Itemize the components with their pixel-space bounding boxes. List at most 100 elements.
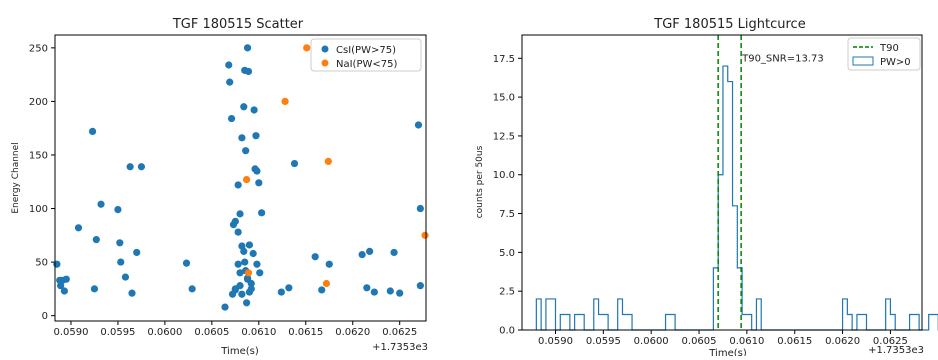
csi-point	[414, 121, 423, 129]
scatter-x-tick-label: 0.0625	[382, 327, 417, 338]
scatter-x-tick-label: 0.0600	[147, 327, 182, 338]
nai-point	[243, 176, 251, 184]
lightcurve-x-tick-label: 0.0615	[777, 336, 812, 347]
csi-point	[243, 274, 252, 282]
lightcurve-x-offset: +1.7353e3	[868, 345, 924, 356]
scatter-x-offset: +1.7353e3	[372, 342, 428, 353]
csi-point	[253, 260, 261, 268]
lightcurve-histogram	[535, 65, 938, 331]
lightcurve-x-tick-label: 0.0610	[729, 336, 764, 347]
nai-point	[324, 157, 332, 165]
csi-point	[221, 303, 229, 311]
scatter-y-tick-label: 100	[29, 204, 48, 215]
csi-point	[236, 269, 244, 277]
scatter-y-tick-label: 0	[42, 311, 48, 322]
lightcurve-y-tick-label: 7.5	[499, 209, 515, 220]
csi-point	[242, 147, 250, 155]
csi-point	[225, 61, 233, 69]
csi-point	[277, 288, 285, 296]
csi-point	[258, 209, 266, 217]
csi-point	[243, 44, 252, 52]
csi-point	[236, 282, 244, 290]
csi-point	[238, 290, 246, 298]
csi-point	[247, 279, 255, 288]
scatter-axes-frame	[54, 34, 427, 322]
csi-point	[234, 228, 242, 236]
csi-point	[188, 285, 196, 293]
csi-point	[311, 253, 319, 261]
csi-point	[386, 287, 394, 295]
csi-point	[249, 249, 257, 258]
csi-point	[62, 275, 70, 283]
csi-point	[255, 179, 263, 187]
scatter-x-tick-label: 0.0590	[53, 327, 88, 338]
csi-point	[416, 282, 424, 290]
csi-point	[137, 163, 146, 171]
legend-pw-label: PW>0	[880, 57, 911, 68]
csi-point	[227, 114, 236, 123]
lightcurve-legend-box	[847, 37, 921, 71]
scatter-x-tick-label: 0.0610	[241, 327, 276, 338]
csi-point	[117, 258, 125, 266]
scatter-x-tick-label: 0.0595	[100, 327, 135, 338]
csi-point	[126, 163, 134, 171]
lightcurve-y-tick-label: 2.5	[499, 287, 515, 298]
legend-pw-marker	[852, 56, 874, 66]
csi-point	[116, 239, 124, 247]
csi-point	[370, 288, 378, 296]
csi-point	[74, 224, 83, 232]
csi-point	[92, 235, 100, 244]
csi-point	[290, 159, 299, 168]
csi-point	[256, 269, 264, 277]
lightcurve-x-tick-label: 0.0600	[634, 336, 669, 347]
legend-t90-label: T90	[879, 43, 899, 54]
csi-point	[363, 284, 371, 292]
scatter-x-tick-label: 0.0605	[194, 327, 229, 338]
nai-point	[281, 97, 289, 106]
csi-point	[241, 258, 249, 266]
scatter-y-tick-label: 250	[29, 43, 48, 54]
csi-point	[247, 285, 255, 293]
lightcurve-y-label: counts per 50us	[475, 145, 485, 218]
scatter-y-tick-label: 50	[35, 258, 48, 269]
lightcurve-legend: T90 PW>0	[847, 37, 921, 71]
lightcurve-panel: TGF 180515 Lightcurce 0.0590 0.0595 0.0600…	[475, 17, 938, 359]
scatter-x-label: Time(s)	[220, 346, 259, 356]
csi-point	[53, 260, 61, 268]
scatter-panel: TGF 180515 Scatter 0.0590 0.0595 0.0600 0.0…	[11, 17, 429, 357]
lightcurve-x-tick-label: 0.0595	[586, 336, 621, 347]
nai-point	[303, 44, 311, 52]
csi-point	[231, 217, 239, 225]
csi-point	[97, 200, 105, 208]
scatter-y-label: Energy Channel	[11, 142, 21, 213]
scatter-x-tick-label: 0.0620	[335, 327, 370, 338]
csi-point	[238, 134, 246, 142]
csi-point	[128, 289, 136, 297]
csi-point	[226, 78, 234, 86]
lightcurve-title: TGF 180515 Lightcurce	[653, 17, 805, 32]
csi-point	[60, 287, 68, 295]
lightcurve-y-tick-label: 17.5	[493, 54, 515, 65]
scatter-x-tick-label: 0.0615	[288, 327, 323, 338]
nai-point	[421, 231, 429, 239]
lightcurve-x-tick-label: 0.0590	[538, 336, 573, 347]
lightcurve-x-tick-label: 0.0620	[825, 336, 860, 347]
scatter-y-tick-label: 200	[29, 97, 48, 108]
csi-point	[252, 132, 260, 140]
legend-csi-label: CsI(PW>75)	[336, 45, 396, 56]
lightcurve-y-tick-label: 12.5	[493, 131, 515, 142]
scatter-legend-box	[310, 38, 422, 72]
csi-point	[250, 106, 258, 114]
csi-point	[390, 248, 398, 257]
csi-point	[236, 210, 244, 218]
lightcurve-y-tick-label: 10.0	[493, 170, 515, 181]
lightcurve-y-tick-label: 15.0	[493, 93, 515, 104]
scatter-title: TGF 180515 Scatter	[172, 17, 304, 32]
lightcurve-y-tick-label: 5.0	[499, 248, 515, 259]
csi-point	[318, 286, 326, 294]
scatter-legend: CsI(PW>75) NaI(PW<75)	[310, 38, 422, 72]
legend-csi-marker	[321, 45, 329, 53]
csi-point	[234, 260, 242, 268]
